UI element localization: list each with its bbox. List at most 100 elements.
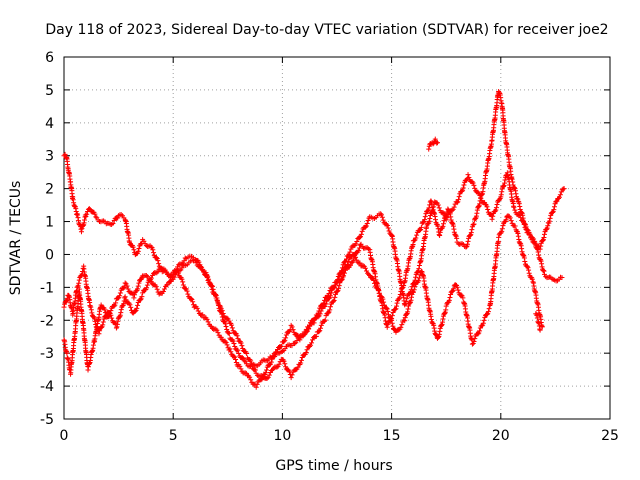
data-point-marker <box>108 312 114 318</box>
data-point-marker <box>121 285 127 291</box>
data-point-marker <box>325 293 331 299</box>
data-point-marker <box>103 313 109 319</box>
data-point-marker <box>353 254 359 260</box>
data-point-marker <box>394 300 400 306</box>
data-point-marker <box>180 279 186 285</box>
data-point-marker <box>460 295 466 301</box>
data-point-marker <box>247 374 253 380</box>
data-point-marker <box>231 353 237 359</box>
data-point-marker <box>336 286 342 292</box>
data-point-marker <box>124 283 130 289</box>
data-point-marker <box>227 346 233 352</box>
data-point-marker <box>365 270 371 276</box>
data-point-marker <box>424 224 430 230</box>
data-point-marker <box>264 367 270 373</box>
data-point-marker <box>432 136 438 142</box>
data-point-marker <box>295 364 301 370</box>
data-point-marker <box>532 240 538 246</box>
data-point-marker <box>486 306 492 312</box>
data-point-marker <box>185 291 191 297</box>
data-point-marker <box>233 359 239 365</box>
data-point-marker <box>490 213 496 219</box>
data-point-marker <box>340 269 346 275</box>
data-point-marker <box>96 331 102 337</box>
data-point-marker <box>334 288 340 294</box>
data-point-marker <box>88 307 94 313</box>
data-point-marker <box>248 358 254 364</box>
data-point-marker <box>380 296 386 302</box>
data-point-marker <box>244 351 250 357</box>
data-point-marker <box>297 337 303 343</box>
data-point-marker <box>357 260 363 266</box>
data-point-marker <box>416 275 422 281</box>
data-point-marker <box>148 244 154 250</box>
data-point-marker <box>123 297 129 303</box>
data-point-marker <box>369 275 375 281</box>
data-point-marker <box>472 185 478 191</box>
data-point-marker <box>313 333 319 339</box>
data-point-marker <box>298 357 304 363</box>
data-point-marker <box>205 319 211 325</box>
data-point-marker <box>460 187 466 193</box>
data-point-marker <box>224 342 230 348</box>
data-point-marker <box>499 226 505 232</box>
data-point-marker <box>385 312 391 318</box>
data-point-marker <box>169 277 175 283</box>
data-point-marker <box>197 262 203 268</box>
data-point-marker <box>337 273 343 279</box>
data-point-marker <box>381 299 387 305</box>
data-point-marker <box>195 308 201 314</box>
data-point-marker <box>326 290 332 296</box>
y-tick-label: -4 <box>40 379 54 395</box>
data-point-marker <box>503 217 509 223</box>
data-point-marker <box>348 246 354 252</box>
data-point-marker <box>354 238 360 244</box>
data-point-marker <box>92 318 98 324</box>
data-point-marker <box>481 317 487 323</box>
data-point-marker <box>454 284 460 290</box>
data-point-marker <box>230 338 236 344</box>
data-point-marker <box>530 279 536 285</box>
data-point-marker <box>235 347 241 353</box>
data-point-marker <box>371 277 377 283</box>
data-point-marker <box>110 220 116 226</box>
data-point-marker <box>561 186 567 192</box>
data-point-marker <box>378 211 384 217</box>
data-point-marker <box>444 212 450 218</box>
data-point-marker <box>399 322 405 328</box>
data-point-marker <box>358 234 364 240</box>
data-point-marker <box>372 280 378 286</box>
data-point-marker <box>84 211 90 217</box>
data-point-marker <box>471 221 477 227</box>
data-point-marker <box>248 377 254 383</box>
data-point-marker <box>475 331 481 337</box>
data-point-marker <box>539 324 545 330</box>
data-point-marker <box>527 231 533 237</box>
data-point-marker <box>160 289 166 295</box>
data-point-marker <box>100 319 106 325</box>
data-point-marker <box>83 214 89 220</box>
data-point-marker <box>541 234 547 240</box>
data-point-marker <box>477 328 483 334</box>
data-point-marker <box>224 327 230 333</box>
data-point-marker <box>358 231 364 237</box>
y-axis-label: SDTVAR / TECUs <box>8 181 24 296</box>
data-point-marker <box>165 282 171 288</box>
data-point-marker <box>304 347 310 353</box>
data-point-marker <box>363 223 369 229</box>
data-point-marker <box>538 243 544 249</box>
data-point-marker <box>182 255 188 261</box>
data-point-marker <box>465 172 471 178</box>
data-point-marker <box>122 280 128 286</box>
data-point-marker <box>451 286 457 292</box>
data-point-marker <box>210 325 216 331</box>
data-point-marker <box>113 300 119 306</box>
data-point-marker <box>385 225 391 231</box>
data-point-marker <box>233 356 239 362</box>
y-tick-label: 0 <box>45 247 54 263</box>
y-tick-label: -5 <box>40 412 54 428</box>
data-point-marker <box>398 288 404 294</box>
data-point-marker <box>350 251 356 257</box>
data-point-marker <box>512 223 518 229</box>
data-point-marker <box>188 295 194 301</box>
